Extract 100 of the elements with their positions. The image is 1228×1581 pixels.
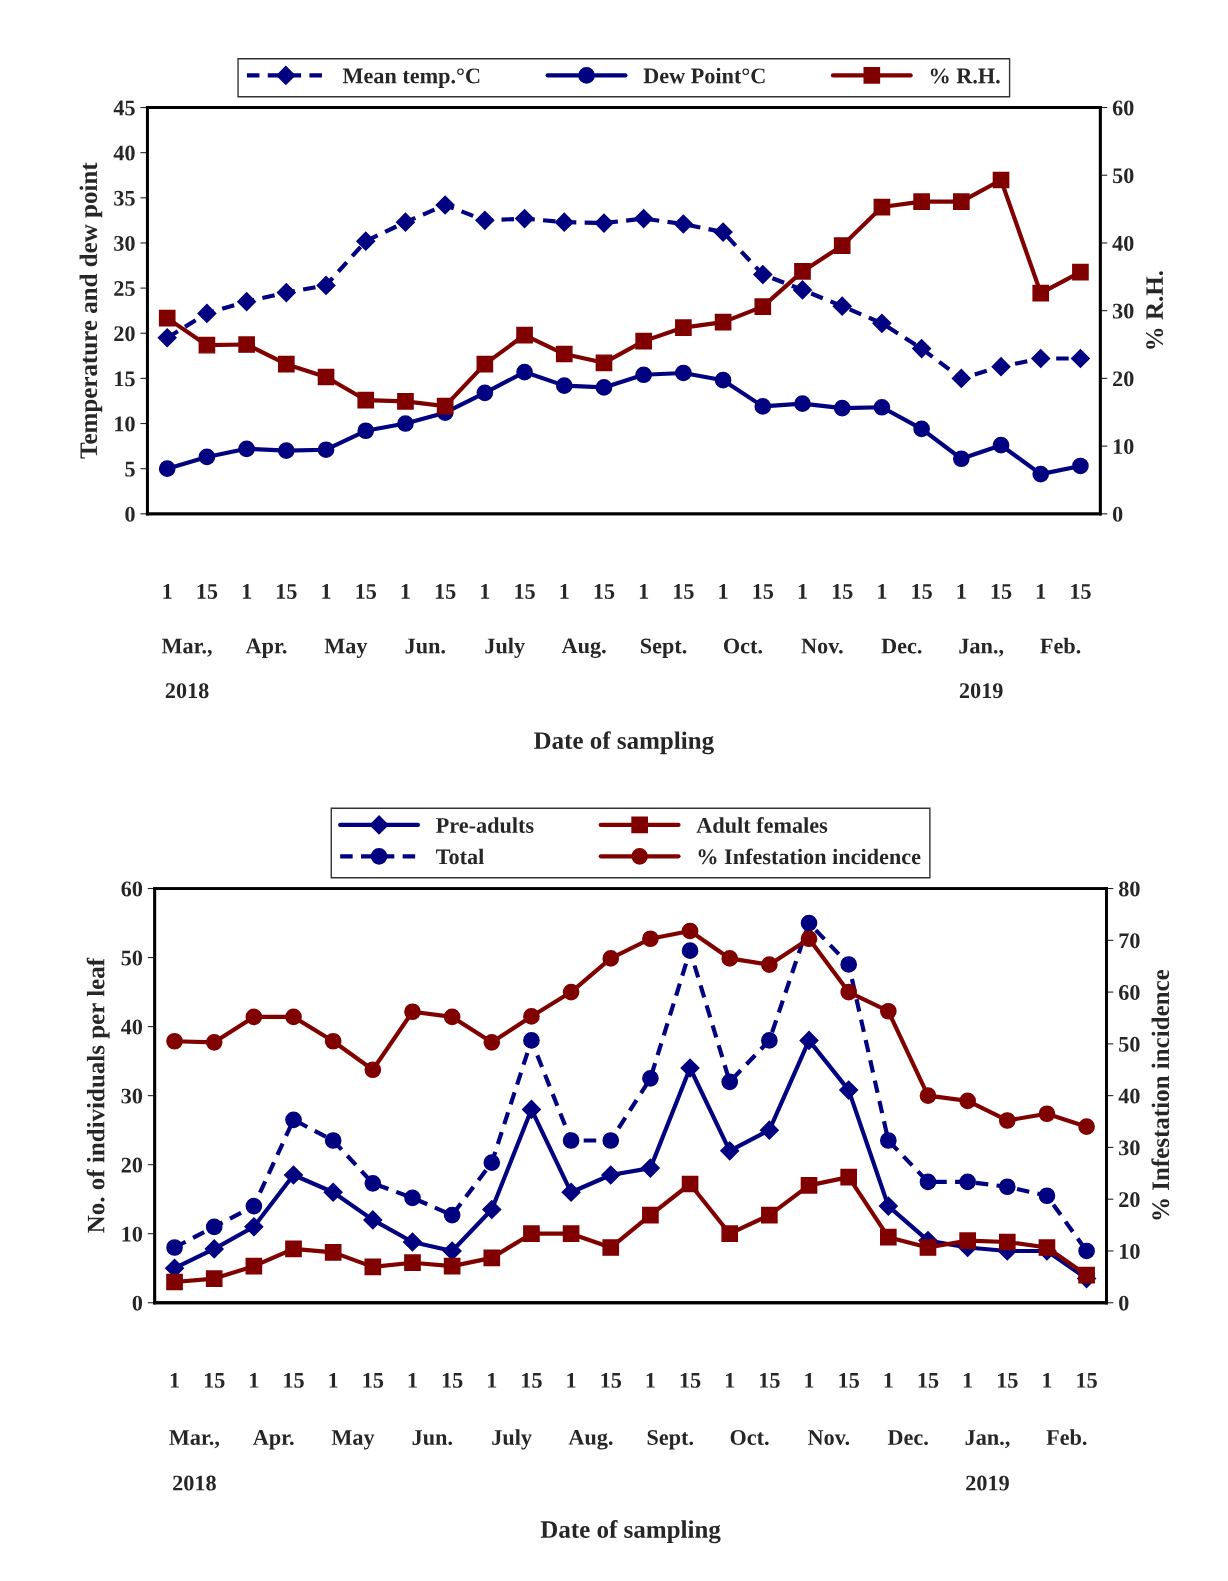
y2-tick-label: 30: [1119, 1140, 1140, 1156]
x-tick-label: 1: [719, 584, 728, 599]
text: Apr.: [253, 1430, 294, 1450]
x-tick-label: 1: [1043, 1372, 1052, 1388]
point: [356, 231, 376, 251]
point: [959, 1092, 976, 1110]
x-tick-label: 1: [242, 584, 252, 599]
point: [800, 1177, 818, 1194]
x-tick-label: 15: [442, 1372, 463, 1388]
x-tick-label: 1: [329, 1372, 338, 1388]
point: [516, 363, 533, 381]
point: [601, 1165, 621, 1185]
point: [992, 171, 1010, 189]
text: Sept.: [640, 638, 687, 658]
point: [721, 1073, 739, 1091]
point: [595, 379, 613, 396]
point: [721, 1225, 739, 1243]
point: [713, 222, 733, 242]
point: [951, 368, 971, 388]
point: [840, 1168, 858, 1186]
x-tick-label: 15: [515, 584, 535, 599]
x-tick-label: 15: [674, 584, 694, 599]
point: [397, 393, 414, 410]
x-tick-label: 15: [991, 584, 1012, 599]
point: [792, 280, 813, 300]
point: [720, 1141, 740, 1161]
point: [833, 237, 851, 254]
x-tick-label: 1: [884, 1372, 893, 1388]
y-tick-label: 10: [115, 416, 135, 432]
y-tick-label: 0: [132, 1295, 143, 1311]
y2-tick-label: 0: [1119, 1295, 1129, 1311]
point: [238, 336, 255, 353]
point: [879, 1228, 897, 1246]
point: [476, 355, 494, 373]
text: Nov.: [801, 638, 843, 654]
x-tick-label: 1: [798, 584, 807, 599]
point: [681, 1175, 699, 1193]
text: 2018: [173, 1475, 216, 1491]
x-tick-label: 1: [957, 584, 966, 599]
point: [998, 1112, 1016, 1129]
y2-tick-label: 10: [1120, 1243, 1140, 1259]
point: [919, 1087, 937, 1104]
y-tick-label: 60: [121, 881, 143, 897]
legend-label: Total: [436, 848, 484, 865]
point: [642, 1070, 659, 1087]
point: [245, 1257, 263, 1275]
point: [675, 364, 692, 382]
point: [879, 1002, 897, 1020]
point: [992, 436, 1010, 454]
y-axis-title: No. of individuals per leaf: [86, 957, 110, 1233]
x-tick-label: 15: [839, 1372, 859, 1388]
legend-label: % Infestation incidence: [698, 848, 921, 865]
point: [1038, 1187, 1056, 1205]
y2-tick-label: 10: [1113, 439, 1134, 455]
point: [523, 1008, 540, 1025]
point: [283, 1165, 304, 1185]
point: [602, 1132, 620, 1149]
point: [166, 1032, 183, 1050]
legend-label: Adult females: [696, 817, 828, 833]
point: [205, 1270, 223, 1287]
point: [277, 442, 295, 459]
point: [443, 1008, 461, 1026]
text: Aug.: [568, 1429, 613, 1450]
point: [681, 942, 699, 959]
point: [357, 391, 375, 409]
point: [364, 1174, 382, 1192]
point: [404, 1189, 421, 1207]
point: [482, 1200, 502, 1220]
y2-tick-label: 0: [1112, 506, 1123, 522]
x-tick-label: 1: [408, 1372, 417, 1388]
point: [158, 460, 176, 478]
text: 2018: [165, 683, 209, 699]
point: [754, 398, 772, 415]
point: [872, 313, 892, 333]
x-tick-label: 15: [601, 1372, 622, 1388]
point: [602, 950, 620, 967]
point: [402, 1232, 423, 1252]
point: [721, 950, 739, 967]
point: [1038, 1239, 1056, 1256]
point: [794, 395, 811, 413]
point: [959, 1173, 976, 1191]
y-tick-label: 30: [114, 235, 135, 251]
point: [594, 213, 614, 233]
x-tick-label: 15: [594, 584, 615, 599]
point: [640, 1158, 660, 1178]
point: [397, 415, 414, 432]
point: [198, 336, 216, 354]
y2-tick-label: 80: [1118, 881, 1140, 897]
point: [197, 303, 217, 323]
point: [476, 384, 494, 402]
point: [245, 1008, 263, 1026]
point: [1038, 1105, 1056, 1123]
point: [912, 339, 932, 359]
point: [714, 313, 732, 331]
x-tick-label: 15: [997, 1372, 1018, 1388]
x-tick-label: 1: [170, 1372, 179, 1388]
point: [317, 441, 335, 459]
text: Mar.,: [169, 1430, 220, 1449]
point: [364, 1258, 382, 1276]
point: [800, 930, 818, 948]
